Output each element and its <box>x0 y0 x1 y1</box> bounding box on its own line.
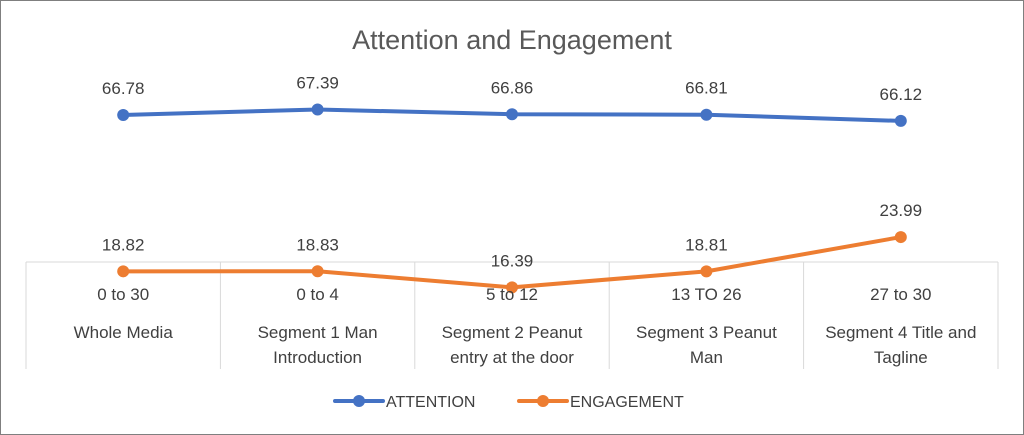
data-label-engagement: 16.39 <box>491 251 534 270</box>
category-name-label: Man <box>690 348 723 367</box>
category-range-label: 5 to 12 <box>486 285 538 304</box>
legend-label: ATTENTION <box>386 394 475 411</box>
category-range-label: 0 to 30 <box>97 285 149 304</box>
data-point-engagement <box>700 265 713 278</box>
category-name-label: Whole Media <box>74 323 174 342</box>
legend-label: ENGAGEMENT <box>570 394 684 411</box>
data-point-engagement <box>894 231 907 244</box>
category-labels: 0 to 30 Whole Media 0 to 4 Segment 1 Man Int… <box>74 285 977 367</box>
data-label-engagement: 18.82 <box>102 235 145 254</box>
data-label-attention: 66.86 <box>491 78 534 97</box>
category-name-label: Segment 3 Peanut <box>636 323 777 342</box>
data-point-engagement <box>117 265 130 278</box>
category-range-label: 27 to 30 <box>870 285 931 304</box>
data-point-attention <box>311 103 324 116</box>
category-table <box>25 261 999 369</box>
data-label-attention: 66.78 <box>102 79 145 98</box>
data-label-attention: 67.39 <box>296 73 339 92</box>
category-name-label: Segment 1 Man <box>258 323 378 342</box>
data-point-attention <box>117 108 130 121</box>
data-label-engagement: 18.83 <box>296 235 339 254</box>
data-label-engagement: 18.81 <box>685 235 728 254</box>
category-name-label: Segment 4 Title and <box>825 323 976 342</box>
category-range-label: 0 to 4 <box>296 285 339 304</box>
category-range-label: 13 TO 26 <box>671 285 741 304</box>
data-point-attention <box>506 108 518 121</box>
series-layer: 66.78 67.39 66.86 66.81 66.12 18.82 18.83 16.39… <box>102 73 923 294</box>
data-point-attention <box>894 114 907 127</box>
data-point-engagement <box>311 265 324 278</box>
category-name-label: Introduction <box>273 348 362 367</box>
data-label-attention: 66.12 <box>880 85 923 104</box>
category-name-label: entry at the door <box>450 348 574 367</box>
legend-swatch-marker <box>353 395 365 407</box>
data-label-attention: 66.81 <box>685 79 728 98</box>
data-label-engagement: 23.99 <box>880 201 923 220</box>
chart-title: Attention and Engagement <box>352 25 672 55</box>
data-point-attention <box>700 108 713 121</box>
legend: ATTENTION ENGAGEMENT <box>333 394 684 411</box>
category-name-label: Tagline <box>874 348 928 367</box>
category-name-label: Segment 2 Peanut <box>442 323 583 342</box>
legend-swatch-marker <box>537 395 549 407</box>
data-point-engagement <box>506 281 518 294</box>
